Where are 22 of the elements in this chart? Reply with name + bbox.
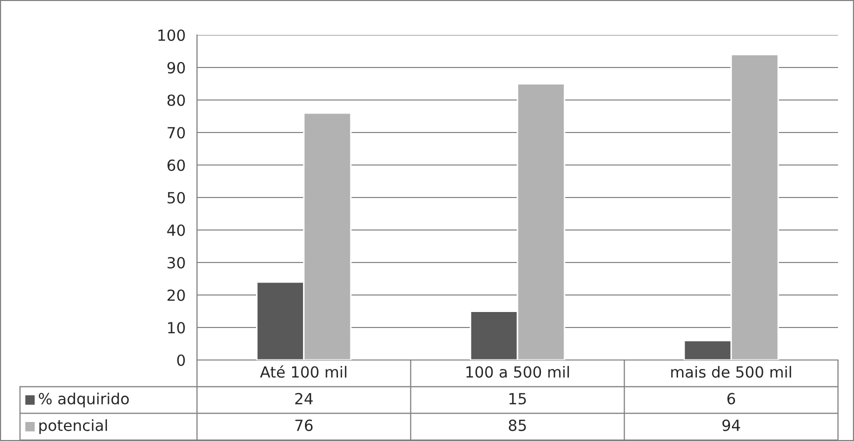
legend-label: % adquirido	[38, 392, 129, 408]
data-label: 76	[295, 420, 313, 432]
data-label: 15	[509, 393, 526, 404]
y-tick-label: 60	[168, 159, 185, 172]
data-label: 94	[722, 420, 740, 432]
y-tick-label: 40	[167, 224, 185, 236]
x-tick-label: mais de 500 mil	[671, 366, 792, 378]
x-tick-label: 100 a 500 mil	[466, 366, 569, 378]
y-tick-label: 30	[168, 256, 185, 269]
y-tick-label: 50	[168, 192, 185, 204]
y-tick-label: 90	[167, 62, 185, 74]
y-tick-label: 100	[158, 29, 185, 42]
x-tick-label: Até 100 mil	[260, 365, 346, 378]
data-label: 6	[727, 392, 736, 404]
y-tick-label: 80	[167, 94, 185, 106]
data-label: 24	[295, 392, 313, 404]
y-tick-label: 70	[168, 126, 185, 139]
legend-label: potencial	[39, 419, 107, 434]
y-tick-label: 20	[168, 289, 185, 302]
y-tick-label: 10	[168, 322, 185, 334]
data-label: 85	[508, 420, 526, 432]
y-tick-label: 0	[177, 354, 185, 366]
